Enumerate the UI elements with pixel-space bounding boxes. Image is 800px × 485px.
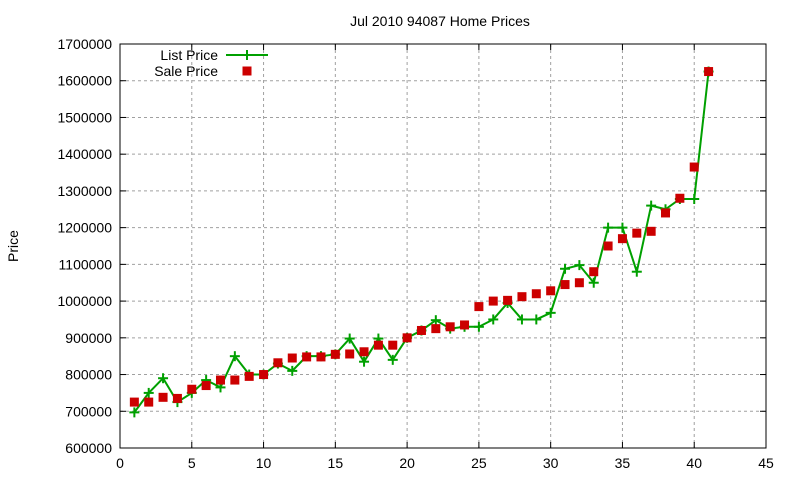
x-tick-label: 5 — [188, 455, 196, 471]
sale-price-point — [474, 302, 484, 312]
y-tick-label: 1300000 — [57, 183, 112, 199]
sale-price-point — [689, 162, 699, 172]
list-price-point — [560, 263, 571, 274]
list-price-point — [516, 314, 527, 325]
y-tick-label: 1100000 — [59, 256, 113, 272]
sale-price-point — [617, 234, 627, 244]
list-price-point — [129, 407, 140, 418]
sale-price-point — [201, 381, 211, 391]
legend: List Price Sale Price — [154, 47, 268, 79]
list-price-point — [574, 260, 585, 271]
sale-price-point — [330, 349, 340, 359]
sale-price-point — [359, 347, 369, 357]
y-tick-label: 1000000 — [57, 293, 112, 309]
list-price-point — [287, 365, 298, 376]
sale-price-point — [531, 289, 541, 299]
y-tick-label: 700000 — [65, 403, 112, 419]
sale-price-point — [603, 241, 613, 251]
sale-price-point — [661, 208, 671, 218]
legend-marker-sale-price — [242, 66, 252, 76]
plot-frame — [119, 43, 767, 449]
x-tick-label: 40 — [686, 455, 702, 471]
list-price-point — [531, 314, 542, 325]
sale-price-point — [302, 352, 312, 362]
sale-price-point — [488, 296, 498, 306]
sale-price-point — [388, 340, 398, 350]
sale-price-point — [158, 392, 168, 402]
sale-price-point — [574, 278, 584, 288]
sale-price-point — [589, 267, 599, 277]
sale-price-point — [517, 292, 527, 302]
y-tick-label: 1400000 — [57, 146, 112, 162]
x-tick-label: 15 — [328, 455, 344, 471]
axis-ticks: 0 5 10 15 20 25 30 35 40 45 600000 700000 800000 9000… — [57, 36, 774, 471]
sale-price-point — [345, 349, 355, 359]
list-price-point — [158, 373, 169, 384]
chart-title: Jul 2010 94087 Home Prices — [350, 13, 530, 29]
y-tick-label: 1600000 — [57, 73, 112, 89]
sale-price-point — [460, 320, 470, 330]
list-price-point — [617, 222, 628, 233]
list-price-point — [359, 356, 370, 367]
sale-price-point — [503, 295, 513, 305]
sale-price-point — [287, 353, 297, 363]
sale-price-point — [172, 393, 182, 403]
sale-price-point — [445, 322, 455, 332]
sale-price-point — [675, 193, 685, 203]
sale-price-point — [560, 280, 570, 290]
sale-price-point — [546, 286, 556, 296]
legend-label-list-price: List Price — [160, 47, 218, 63]
list-price-point — [588, 277, 599, 288]
sale-price-point — [187, 384, 197, 394]
list-price-point — [143, 387, 154, 398]
list-price-point — [631, 266, 642, 277]
y-tick-label: 1200000 — [57, 220, 112, 236]
x-tick-label: 0 — [116, 455, 124, 471]
x-tick-label: 20 — [399, 455, 415, 471]
list-price-point — [229, 351, 240, 362]
list-price-point — [387, 354, 398, 365]
list-price-point — [473, 321, 484, 332]
sale-price-point — [144, 397, 154, 407]
sale-price-point — [244, 371, 254, 381]
list-price-point — [646, 200, 657, 211]
sale-price-point — [704, 67, 714, 77]
y-tick-label: 600000 — [65, 440, 112, 456]
list-price-point — [603, 222, 614, 233]
list-price-point — [689, 193, 700, 204]
x-tick-label: 35 — [615, 455, 631, 471]
list-price-point — [545, 307, 556, 318]
sale-price-point — [431, 324, 441, 334]
x-tick-label: 45 — [758, 455, 774, 471]
sale-price-point — [632, 228, 642, 238]
y-tick-label: 1700000 — [57, 36, 112, 52]
sale-price-point — [416, 325, 426, 335]
sale-price-point — [215, 375, 225, 385]
x-tick-label: 10 — [256, 455, 272, 471]
list-price-point — [430, 315, 441, 326]
list-price-point — [488, 314, 499, 325]
y-tick-label: 800000 — [65, 367, 112, 383]
sale-price-point — [273, 358, 283, 368]
series-layer — [129, 66, 714, 418]
grid — [120, 44, 766, 448]
sale-price-point — [373, 340, 383, 350]
legend-label-sale-price: Sale Price — [154, 63, 218, 79]
sale-price-point — [402, 333, 412, 343]
y-tick-label: 1500000 — [57, 109, 112, 125]
legend-marker-list-price — [242, 50, 252, 60]
x-tick-label: 30 — [543, 455, 559, 471]
sale-price-point — [316, 352, 326, 362]
sale-price-point — [129, 397, 139, 407]
x-tick-label: 25 — [471, 455, 487, 471]
sale-price-point — [259, 370, 269, 380]
sale-price-point — [646, 226, 656, 236]
y-axis-label: Price — [5, 230, 21, 262]
y-tick-label: 900000 — [65, 330, 112, 346]
sale-price-point — [230, 375, 240, 385]
list-price-point — [344, 333, 355, 344]
